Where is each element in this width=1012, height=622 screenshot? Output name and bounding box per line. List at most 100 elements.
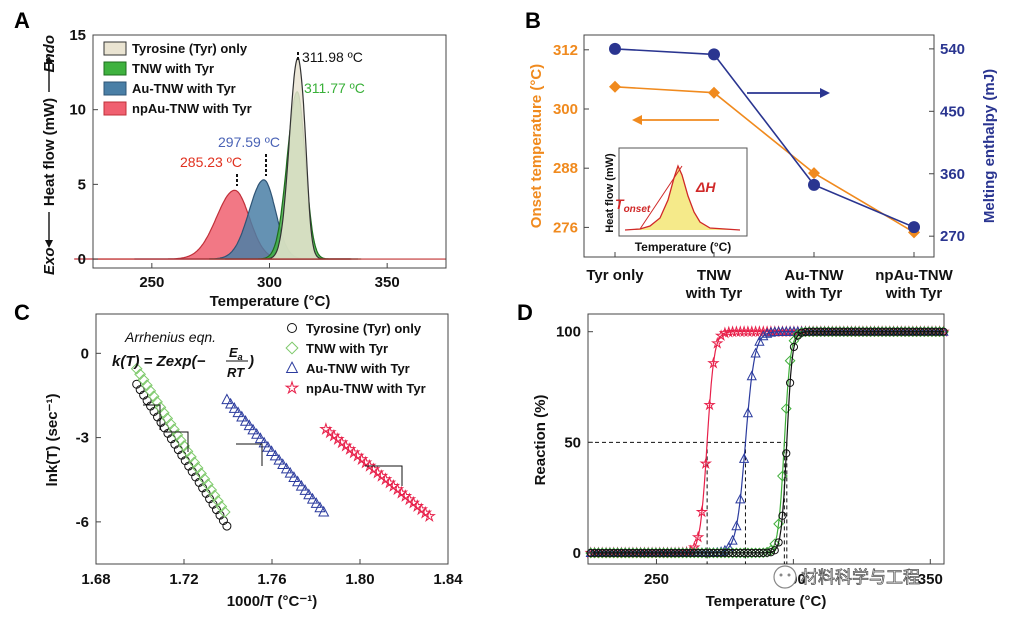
arrhenius-point	[184, 451, 197, 463]
legend-swatch	[103, 81, 127, 96]
arrhenius-equation: k(T) = Zexp(− Ea RT )	[112, 345, 254, 380]
panel-a: A 250 300 350 0 5 10 15 Temperature (°C) Heat …	[14, 8, 447, 310]
legend-marker	[285, 341, 299, 355]
panel-c: C 1.68 1.72 1.76 1.80 1.84 0 -3 -6 1000/T (°C⁻¹…	[14, 300, 463, 610]
left-tick-label: 300	[553, 101, 578, 118]
reaction-point	[770, 546, 779, 555]
legend-swatch	[103, 101, 127, 116]
panel-label-c: C	[14, 300, 30, 325]
reaction-point	[797, 328, 806, 337]
reaction-point	[766, 548, 776, 557]
legend-label: npAu-TNW with Tyr	[306, 381, 426, 396]
arrhenius-point	[310, 497, 322, 508]
arrhenius-point	[215, 500, 228, 513]
arrhenius-point	[254, 432, 267, 444]
reaction-point	[774, 538, 783, 547]
reaction-point	[935, 327, 944, 336]
right-tick-label: 540	[940, 41, 965, 58]
y-tick-label: 15	[69, 27, 86, 44]
legend-label: npAu-TNW with Tyr	[132, 101, 252, 116]
arrhenius-point	[188, 456, 201, 469]
onset-point	[609, 80, 621, 93]
slope-triangle	[365, 465, 403, 486]
y-tick-label: -3	[76, 430, 89, 447]
arrhenius-point	[273, 453, 285, 465]
arrhenius-point	[314, 501, 326, 513]
reaction-point	[710, 336, 724, 349]
reaction-point	[695, 505, 709, 518]
panel-b-arrows	[632, 88, 830, 125]
reaction-point	[761, 327, 773, 338]
inset-peak	[624, 164, 741, 231]
arrhenius-point	[258, 436, 270, 448]
svg-text:RT: RT	[227, 365, 245, 380]
onset-point	[808, 167, 820, 180]
arrhenius-point	[303, 488, 315, 500]
panel-b-right-ylabel: Melting enthalpy (mJ)	[981, 69, 998, 223]
legend-label: TNW with Tyr	[306, 341, 388, 356]
inset-ylabel: Heat flow (mW)	[604, 153, 616, 233]
reaction-point	[718, 326, 732, 339]
arrhenius-point	[208, 489, 221, 502]
legend-label: Tyrosine (Tyr) only	[132, 41, 248, 56]
panel-a-annotations: 311.98 ºC 311.77 ºC 297.59 ºC 285.23 ºC	[180, 49, 365, 186]
x-tick-label: 1.80	[345, 571, 374, 588]
legend-marker	[285, 361, 299, 373]
left-tick-label: 312	[553, 42, 578, 59]
x-tick-label: 250	[644, 571, 669, 588]
reaction-point	[715, 546, 727, 556]
arrhenius-point	[144, 384, 157, 397]
arrhenius-point	[318, 505, 330, 517]
arrhenius-point	[198, 473, 211, 485]
category-label: with Tyr	[885, 285, 943, 302]
x-tick-label: 250	[139, 274, 164, 291]
y-tick-label: 0	[573, 545, 581, 562]
y-tick-label: 5	[78, 176, 86, 193]
arrhenius-point	[212, 495, 224, 507]
arrhenius-point	[140, 379, 153, 392]
category-label: TNW	[697, 267, 732, 284]
arrhenius-point	[205, 484, 218, 496]
reaction-point	[735, 493, 746, 504]
arrhenius-point	[134, 368, 146, 381]
wechat-icon	[773, 565, 797, 589]
panel-a-peaks	[74, 57, 446, 260]
slope-triangle	[165, 431, 189, 452]
panel-d-xlabel: Temperature (°C)	[706, 593, 827, 610]
reaction-point	[778, 511, 787, 520]
arrhenius-point	[201, 478, 214, 491]
arrhenius-point	[171, 428, 184, 441]
svg-text:): )	[247, 353, 254, 370]
arrhenius-point	[168, 423, 180, 436]
panel-b-inset: Tonset ΔH Temperature (°C) Heat flow (mW…	[604, 147, 748, 254]
legend-marker	[287, 323, 297, 333]
panel-a-ylabel: Heat flow (mW)	[41, 98, 58, 206]
enthalpy-point	[908, 221, 920, 234]
onset-point	[708, 86, 720, 99]
left-tick-label: 276	[553, 219, 578, 236]
arrhenius-point	[130, 362, 143, 375]
arrhenius-point	[191, 462, 204, 474]
reaction-point	[769, 538, 781, 550]
arrhenius-point	[224, 397, 237, 409]
panel-c-ticks: 1.68 1.72 1.76 1.80 1.84 0 -3 -6	[76, 345, 464, 588]
inset-tonset: Tonset	[615, 196, 651, 215]
arrhenius-point	[137, 373, 150, 386]
watermark-text: 材料科学与工程	[801, 568, 920, 587]
arrhenius-point	[195, 467, 207, 480]
reaction-point	[738, 453, 750, 463]
legend-label: Au-TNW with Tyr	[306, 361, 410, 376]
peak-annotation: 297.59 ºC	[218, 134, 280, 150]
legend-label: Au-TNW with Tyr	[132, 81, 236, 96]
inset-onset-line	[639, 165, 683, 230]
arrhenius-point	[181, 445, 194, 458]
arrhenius-point	[422, 509, 436, 522]
arrhenius-point	[228, 402, 240, 413]
peak-annotation: 311.98 ºC	[302, 49, 363, 65]
x-tick-label: 350	[375, 274, 400, 291]
x-tick-label: 350	[918, 571, 943, 588]
arrhenius-point	[147, 390, 160, 403]
legend-label: Tyrosine (Tyr) only	[306, 321, 422, 336]
